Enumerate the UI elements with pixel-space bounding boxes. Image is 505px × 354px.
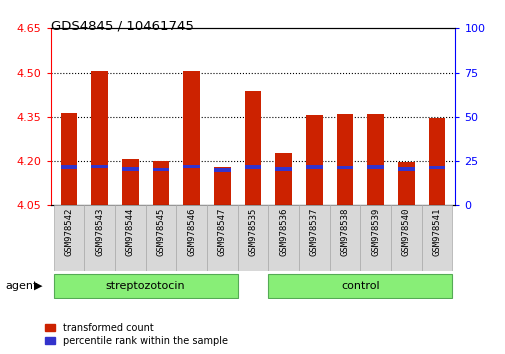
Text: GSM978545: GSM978545	[156, 207, 165, 256]
FancyBboxPatch shape	[54, 274, 237, 298]
Text: GDS4845 / 10461745: GDS4845 / 10461745	[50, 19, 193, 33]
Bar	[61, 113, 77, 205]
Text: GSM978540: GSM978540	[401, 207, 410, 256]
Bar	[122, 159, 138, 205]
Bar	[91, 70, 108, 205]
FancyBboxPatch shape	[360, 205, 390, 271]
Text: GSM978538: GSM978538	[340, 207, 349, 256]
FancyBboxPatch shape	[237, 205, 268, 271]
Bar	[428, 166, 444, 169]
Bar	[244, 165, 261, 169]
Text: GSM978535: GSM978535	[248, 207, 257, 256]
Text: GSM978541: GSM978541	[432, 207, 441, 256]
Bar	[397, 167, 414, 171]
Text: GSM978544: GSM978544	[126, 207, 134, 256]
Bar	[153, 168, 169, 171]
Bar	[122, 167, 138, 171]
Bar	[428, 118, 444, 205]
Bar	[306, 165, 322, 169]
Bar	[183, 165, 199, 168]
Text: ▶: ▶	[34, 281, 42, 291]
FancyBboxPatch shape	[176, 205, 207, 271]
Text: GSM978537: GSM978537	[309, 207, 318, 256]
Bar	[397, 162, 414, 205]
Text: GSM978536: GSM978536	[279, 207, 287, 256]
Bar	[367, 165, 383, 169]
Bar	[306, 115, 322, 205]
FancyBboxPatch shape	[268, 274, 451, 298]
FancyBboxPatch shape	[390, 205, 421, 271]
Bar	[61, 165, 77, 169]
Bar	[91, 165, 108, 168]
FancyBboxPatch shape	[421, 205, 451, 271]
Bar	[336, 166, 352, 169]
FancyBboxPatch shape	[145, 205, 176, 271]
Bar	[244, 91, 261, 205]
Text: streptozotocin: streptozotocin	[106, 281, 185, 291]
Bar	[367, 114, 383, 205]
FancyBboxPatch shape	[84, 205, 115, 271]
Text: agent: agent	[5, 281, 37, 291]
Bar	[214, 169, 230, 172]
Bar	[214, 167, 230, 205]
Bar	[153, 161, 169, 205]
FancyBboxPatch shape	[115, 205, 145, 271]
Text: control: control	[340, 281, 379, 291]
Text: GSM978547: GSM978547	[218, 207, 226, 256]
Bar	[275, 153, 291, 205]
Text: GSM978542: GSM978542	[64, 207, 73, 256]
Text: GSM978546: GSM978546	[187, 207, 196, 256]
Text: GSM978539: GSM978539	[371, 207, 379, 256]
Bar	[336, 114, 352, 205]
Bar	[275, 167, 291, 171]
FancyBboxPatch shape	[329, 205, 360, 271]
Bar	[183, 71, 199, 205]
FancyBboxPatch shape	[207, 205, 237, 271]
Legend: transformed count, percentile rank within the sample: transformed count, percentile rank withi…	[45, 323, 227, 346]
Text: GSM978543: GSM978543	[95, 207, 104, 256]
FancyBboxPatch shape	[268, 205, 298, 271]
FancyBboxPatch shape	[298, 205, 329, 271]
FancyBboxPatch shape	[54, 205, 84, 271]
